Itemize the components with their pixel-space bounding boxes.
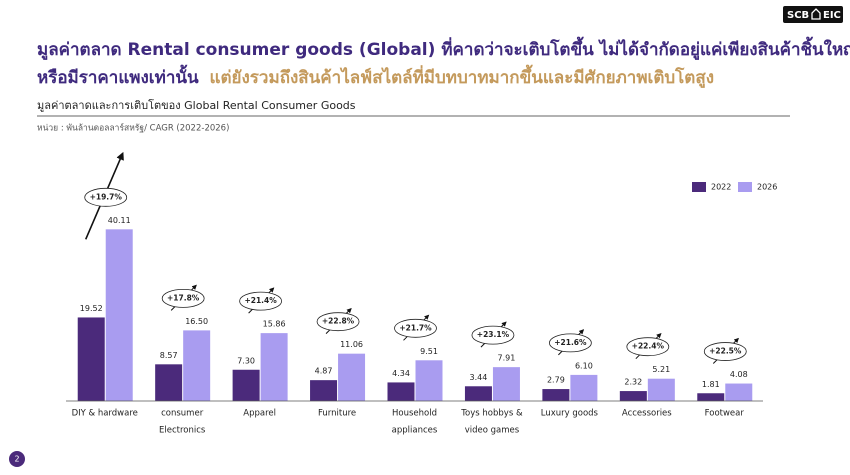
- bar: [260, 333, 288, 401]
- page-number: 2: [14, 455, 19, 464]
- x-tick-label: Apparel: [243, 409, 276, 419]
- x-tick-label: Toys hobbys &: [460, 409, 523, 419]
- value-label: 4.08: [730, 370, 748, 379]
- headline-part: หรือมีราคาแพงเท่านั้น: [37, 64, 199, 88]
- growth-label: +23.1%: [477, 330, 510, 339]
- bar: [464, 386, 492, 401]
- value-label: 4.34: [392, 369, 410, 378]
- logo-text: SCB: [787, 10, 809, 21]
- value-label: 15.86: [263, 320, 286, 329]
- bar: [155, 364, 183, 401]
- bar: [647, 378, 675, 401]
- legend-label: 2022: [711, 183, 731, 192]
- value-label: 7.30: [237, 356, 255, 365]
- growth-badge: [626, 337, 670, 357]
- bar: [725, 383, 753, 401]
- bar: [387, 382, 415, 401]
- x-tick-label: Luxury goods: [541, 409, 599, 419]
- bar: [338, 353, 366, 401]
- legend-swatch: [738, 182, 752, 192]
- value-label: 7.91: [498, 354, 516, 363]
- value-label: 1.81: [702, 380, 720, 389]
- value-label: 16.50: [185, 317, 208, 326]
- headline: หรือมีราคาแพงเท่านั้น แต่ยังรวมถึงสินค้า…: [37, 64, 714, 89]
- value-label: 6.10: [575, 361, 593, 370]
- headline-part: แต่ยังรวมถึงสินค้าไลฟ์สไตล์ที่มีบทบาทมาก…: [210, 64, 714, 89]
- growth-label: +22.8%: [322, 317, 355, 326]
- x-tick-label: Accessories: [622, 409, 672, 419]
- x-tick-label: video games: [465, 426, 520, 436]
- value-label: 3.44: [470, 373, 488, 382]
- growth-badge: [471, 325, 515, 345]
- bar: [570, 374, 598, 401]
- growth-label: +21.7%: [399, 323, 432, 332]
- growth-label: +21.4%: [244, 296, 277, 305]
- growth-badge: [161, 288, 205, 308]
- growth-label: +21.6%: [554, 338, 587, 347]
- value-label: 40.11: [108, 216, 131, 225]
- value-label: 9.51: [420, 347, 438, 356]
- bar: [415, 360, 443, 401]
- value-label: 2.32: [624, 378, 642, 387]
- growth-label: +22.4%: [632, 342, 665, 351]
- bar: [183, 330, 211, 401]
- x-tick-label: Household: [392, 409, 437, 419]
- bar: [697, 393, 725, 401]
- x-tick-label: consumer: [161, 409, 204, 419]
- logo-icon: [811, 8, 821, 20]
- chart-subtitle: หน่วย : พันล้านดอลลาร์สหรัฐ/ CAGR (2022-…: [37, 123, 229, 134]
- bar: [232, 369, 260, 401]
- logo-box: [783, 6, 843, 23]
- growth-badge: [703, 342, 747, 361]
- value-label: 4.87: [315, 367, 333, 376]
- headline: มูลค่าตลาด Rental consumer goods (Global…: [37, 36, 850, 61]
- x-tick-label: Furniture: [318, 409, 356, 419]
- chart-title: มูลค่าตลาดและการเติบโตของ Global Rental …: [37, 98, 356, 112]
- value-label: 8.57: [160, 351, 178, 360]
- logo-text: EIC: [823, 10, 841, 21]
- bar: [619, 391, 647, 401]
- bar: [492, 367, 520, 401]
- page-badge: [9, 451, 25, 467]
- value-label: 11.06: [340, 340, 363, 349]
- growth-badge: [316, 312, 360, 332]
- growth-label: +17.8%: [167, 293, 200, 302]
- bar: [542, 389, 570, 401]
- growth-label: +22.5%: [709, 347, 742, 356]
- value-label: 19.52: [80, 304, 103, 313]
- value-label: 5.21: [652, 365, 670, 374]
- growth-badge: [394, 318, 437, 338]
- growth-badge: [548, 333, 592, 353]
- bar: [310, 380, 338, 401]
- bar: [77, 317, 105, 401]
- bar: [105, 229, 133, 401]
- x-tick-label: DIY & hardware: [72, 409, 138, 419]
- legend-swatch: [692, 182, 706, 192]
- x-tick-label: Electronics: [159, 426, 206, 436]
- x-tick-label: Footwear: [705, 409, 745, 419]
- growth-label: +19.7%: [90, 192, 123, 201]
- x-tick-label: appliances: [392, 426, 438, 436]
- growth-badge: [84, 187, 128, 207]
- value-label: 2.79: [547, 376, 565, 385]
- legend-label: 2026: [757, 183, 777, 192]
- growth-badge: [239, 291, 283, 311]
